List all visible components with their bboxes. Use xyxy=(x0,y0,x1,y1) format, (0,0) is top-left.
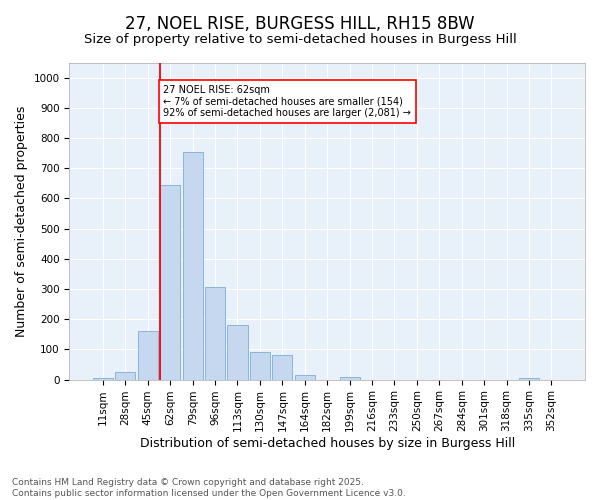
Bar xyxy=(272,356,292,380)
Bar xyxy=(160,185,181,380)
Y-axis label: Number of semi-detached properties: Number of semi-detached properties xyxy=(15,106,28,336)
Bar xyxy=(205,288,225,380)
Bar xyxy=(137,332,158,380)
Text: Contains HM Land Registry data © Crown copyright and database right 2025.
Contai: Contains HM Land Registry data © Crown c… xyxy=(12,478,406,498)
Bar xyxy=(182,152,203,380)
Bar xyxy=(519,378,539,380)
Bar xyxy=(115,372,136,380)
Bar xyxy=(250,352,270,380)
Text: 27 NOEL RISE: 62sqm
← 7% of semi-detached houses are smaller (154)
92% of semi-d: 27 NOEL RISE: 62sqm ← 7% of semi-detache… xyxy=(163,85,412,118)
Bar xyxy=(295,375,315,380)
Bar xyxy=(227,325,248,380)
Text: Size of property relative to semi-detached houses in Burgess Hill: Size of property relative to semi-detach… xyxy=(83,32,517,46)
X-axis label: Distribution of semi-detached houses by size in Burgess Hill: Distribution of semi-detached houses by … xyxy=(140,437,515,450)
Bar xyxy=(340,376,360,380)
Bar xyxy=(93,378,113,380)
Text: 27, NOEL RISE, BURGESS HILL, RH15 8BW: 27, NOEL RISE, BURGESS HILL, RH15 8BW xyxy=(125,15,475,33)
